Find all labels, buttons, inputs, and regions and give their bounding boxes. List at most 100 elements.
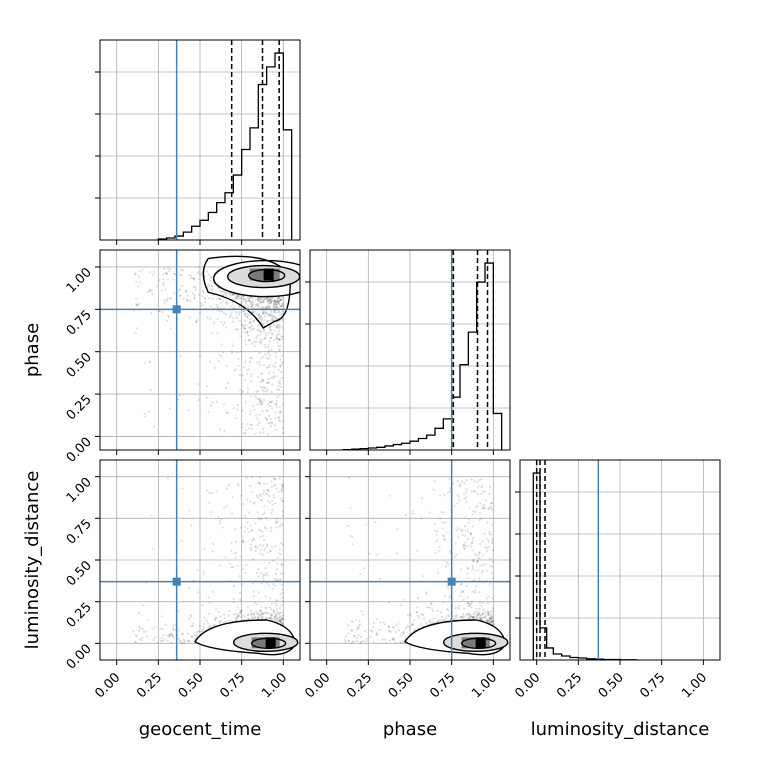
- sample-point: [249, 357, 252, 360]
- sample-point: [224, 313, 227, 316]
- sample-point: [270, 390, 273, 394]
- sample-point: [281, 583, 284, 586]
- sample-point: [170, 297, 173, 300]
- sample-point: [233, 552, 236, 555]
- sample-point: [260, 582, 263, 585]
- sample-point: [219, 289, 222, 292]
- sample-point: [347, 624, 350, 627]
- sample-point: [208, 601, 211, 604]
- sample-point: [143, 361, 147, 364]
- sample-point: [271, 383, 274, 386]
- sample-point: [270, 511, 273, 514]
- sample-point: [273, 424, 276, 427]
- sample-point: [239, 610, 242, 613]
- sample-point: [487, 507, 490, 511]
- sample-point: [378, 577, 382, 581]
- sample-point: [270, 613, 273, 616]
- contour-inner: [247, 268, 286, 283]
- sample-point: [256, 615, 259, 618]
- sample-point: [402, 598, 405, 601]
- sample-point: [259, 610, 262, 613]
- sample-point: [180, 642, 184, 645]
- sample-point: [482, 616, 485, 619]
- x-tick-label: 0.25: [134, 670, 165, 701]
- sample-point: [247, 613, 250, 616]
- sample-point: [266, 296, 270, 300]
- sample-point: [448, 477, 451, 481]
- sample-point: [471, 539, 474, 542]
- sample-point: [272, 559, 275, 562]
- sample-point: [234, 297, 237, 300]
- sample-point: [279, 572, 282, 575]
- sample-point: [182, 638, 185, 641]
- sample-point: [396, 528, 399, 531]
- sample-point: [353, 635, 356, 638]
- sample-point: [281, 483, 284, 487]
- sample-point: [481, 504, 484, 507]
- sample-point: [230, 566, 233, 569]
- sample-point: [441, 527, 445, 530]
- sample-point: [457, 495, 461, 498]
- sample-point: [262, 306, 265, 309]
- sample-point: [281, 304, 284, 307]
- sample-point: [221, 351, 224, 354]
- sample-point: [144, 630, 148, 633]
- sample-point: [347, 476, 351, 479]
- sample-point: [489, 486, 492, 489]
- sample-point: [243, 431, 246, 435]
- sample-point: [250, 476, 254, 479]
- sample-point: [478, 591, 481, 594]
- sample-point: [458, 499, 461, 502]
- sample-point: [472, 615, 475, 618]
- sample-point: [281, 403, 284, 406]
- sample-point: [234, 616, 237, 619]
- sample-point: [165, 634, 168, 637]
- sample-point: [281, 615, 284, 618]
- sample-point: [206, 622, 210, 625]
- sample-point: [477, 613, 480, 616]
- sample-point: [461, 590, 465, 594]
- sample-point: [261, 323, 265, 326]
- sample-point: [269, 549, 272, 552]
- sample-point: [234, 556, 237, 559]
- sample-point: [169, 633, 173, 636]
- sample-point: [464, 534, 467, 537]
- sample-point: [262, 431, 265, 434]
- sample-point: [161, 639, 164, 643]
- sample-point: [138, 629, 141, 632]
- sample-point: [251, 529, 254, 532]
- sample-point: [280, 485, 284, 488]
- sample-point: [448, 615, 451, 618]
- sample-point: [249, 410, 252, 413]
- sample-point: [179, 294, 182, 297]
- sample-point: [477, 613, 480, 616]
- sample-point: [251, 303, 255, 306]
- sample-point: [359, 641, 362, 645]
- sample-point: [225, 386, 228, 390]
- sample-point: [203, 628, 206, 631]
- sample-point: [471, 536, 475, 540]
- sample-point: [153, 425, 156, 428]
- sample-point: [278, 619, 281, 622]
- sample-point: [478, 612, 481, 616]
- sample-point: [273, 311, 276, 314]
- sample-point: [272, 494, 275, 497]
- sample-point: [242, 324, 245, 327]
- sample-point: [448, 596, 451, 600]
- sample-point: [256, 481, 260, 484]
- sample-point: [476, 504, 479, 507]
- sample-point: [210, 492, 213, 495]
- sample-point: [265, 606, 268, 610]
- sample-point: [487, 540, 490, 543]
- sample-point: [279, 497, 282, 500]
- sample-point: [489, 616, 492, 619]
- sample-point: [268, 298, 271, 301]
- sample-point: [440, 511, 443, 514]
- sample-point: [203, 300, 207, 304]
- sample-point: [222, 290, 225, 293]
- sample-point: [278, 525, 281, 528]
- sample-point: [473, 612, 476, 616]
- sample-point: [236, 351, 239, 354]
- sample-point: [234, 528, 237, 531]
- sample-point: [268, 561, 271, 565]
